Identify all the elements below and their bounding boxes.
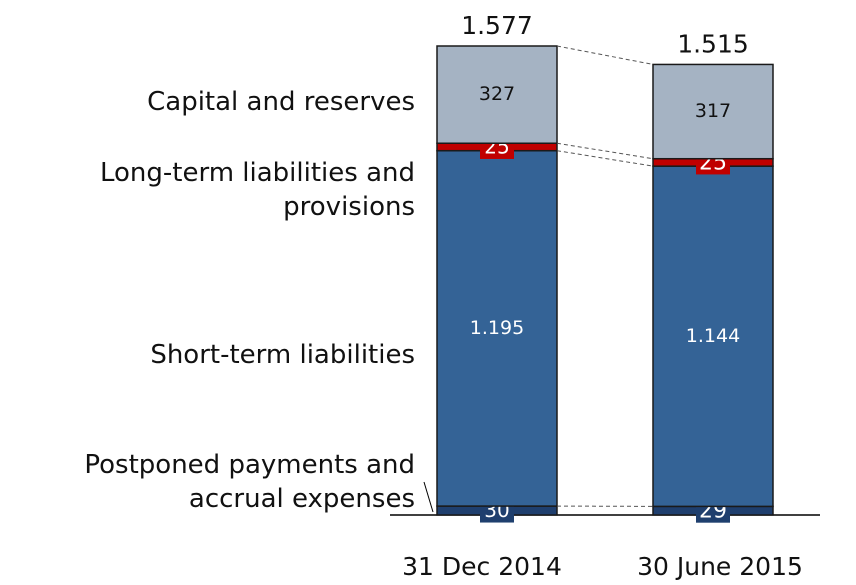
x-tick-label: 30 June 2015 — [637, 552, 803, 581]
data-label: 1.195 — [470, 317, 524, 339]
x-tick-label: 31 Dec 2014 — [402, 552, 562, 581]
series-label: Capital and reserves — [147, 87, 415, 117]
series-label: Short-term liabilities — [150, 340, 415, 370]
leader-line — [423, 481, 434, 513]
bar-segment — [436, 45, 558, 144]
total-label: 1.515 — [677, 29, 749, 58]
series-label: Postponed payments and accrual expenses — [84, 450, 415, 514]
bar-segment — [652, 63, 774, 160]
data-label: 1.144 — [686, 325, 740, 347]
connector — [556, 150, 654, 167]
data-label: 317 — [695, 100, 731, 122]
connector — [556, 45, 654, 65]
total-label: 1.577 — [461, 11, 533, 40]
bar-segment — [436, 149, 558, 507]
connector — [556, 142, 654, 160]
data-label: 327 — [479, 83, 515, 105]
series-label: Long-term liabilities and provisions — [99, 158, 415, 222]
